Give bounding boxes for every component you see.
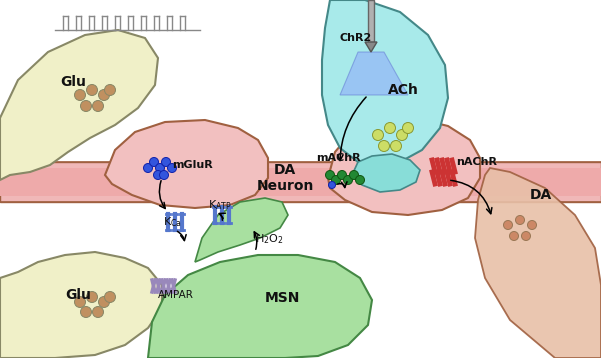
Circle shape xyxy=(99,90,109,101)
Circle shape xyxy=(326,170,335,179)
Circle shape xyxy=(385,122,395,134)
Circle shape xyxy=(105,84,115,96)
Circle shape xyxy=(504,221,513,229)
Bar xyxy=(0,162,601,202)
Polygon shape xyxy=(340,52,408,95)
Circle shape xyxy=(159,170,168,179)
Circle shape xyxy=(75,90,85,101)
Polygon shape xyxy=(322,0,448,166)
Circle shape xyxy=(516,216,525,224)
Circle shape xyxy=(75,296,85,308)
Polygon shape xyxy=(368,0,374,42)
Text: DA: DA xyxy=(530,188,552,202)
Circle shape xyxy=(144,164,153,173)
Text: DA
Neuron: DA Neuron xyxy=(256,163,314,193)
Circle shape xyxy=(93,101,103,111)
Circle shape xyxy=(81,306,91,318)
Polygon shape xyxy=(0,252,162,358)
Circle shape xyxy=(528,221,537,229)
Circle shape xyxy=(522,232,531,241)
Circle shape xyxy=(93,306,103,318)
Polygon shape xyxy=(105,120,268,208)
Text: nAChR: nAChR xyxy=(456,157,497,167)
Circle shape xyxy=(329,182,335,189)
Text: K$_{\rm Ca}$: K$_{\rm Ca}$ xyxy=(163,215,182,229)
Circle shape xyxy=(510,232,519,241)
Circle shape xyxy=(391,140,401,151)
Text: Glu: Glu xyxy=(65,288,91,302)
Text: H$_2$O$_2$: H$_2$O$_2$ xyxy=(255,232,284,246)
Circle shape xyxy=(87,291,97,303)
Text: mGluR: mGluR xyxy=(172,160,213,170)
Polygon shape xyxy=(195,198,288,262)
Circle shape xyxy=(403,122,413,134)
Circle shape xyxy=(156,164,165,173)
Text: K$_{\rm ATP}$: K$_{\rm ATP}$ xyxy=(208,198,232,212)
Text: ChR2: ChR2 xyxy=(340,33,372,43)
Polygon shape xyxy=(365,42,377,52)
Circle shape xyxy=(350,170,359,179)
Circle shape xyxy=(379,140,389,151)
Polygon shape xyxy=(328,118,480,215)
Text: Glu: Glu xyxy=(60,75,86,89)
Circle shape xyxy=(338,170,347,179)
Circle shape xyxy=(168,164,177,173)
Circle shape xyxy=(162,158,171,166)
Circle shape xyxy=(373,130,383,140)
Text: mAChR: mAChR xyxy=(316,153,361,163)
Circle shape xyxy=(356,175,364,184)
Bar xyxy=(0,168,601,196)
Polygon shape xyxy=(0,30,158,180)
Circle shape xyxy=(87,84,97,96)
Circle shape xyxy=(105,291,115,303)
Circle shape xyxy=(99,296,109,308)
Text: MSN: MSN xyxy=(265,291,300,305)
Circle shape xyxy=(81,101,91,111)
Circle shape xyxy=(153,170,162,179)
Polygon shape xyxy=(475,168,601,358)
Circle shape xyxy=(332,175,341,184)
Polygon shape xyxy=(148,255,372,358)
Circle shape xyxy=(150,158,159,166)
Circle shape xyxy=(397,130,407,140)
Circle shape xyxy=(344,175,353,184)
Polygon shape xyxy=(352,154,420,192)
Text: ACh: ACh xyxy=(388,83,419,97)
Text: AMPAR: AMPAR xyxy=(158,290,194,300)
